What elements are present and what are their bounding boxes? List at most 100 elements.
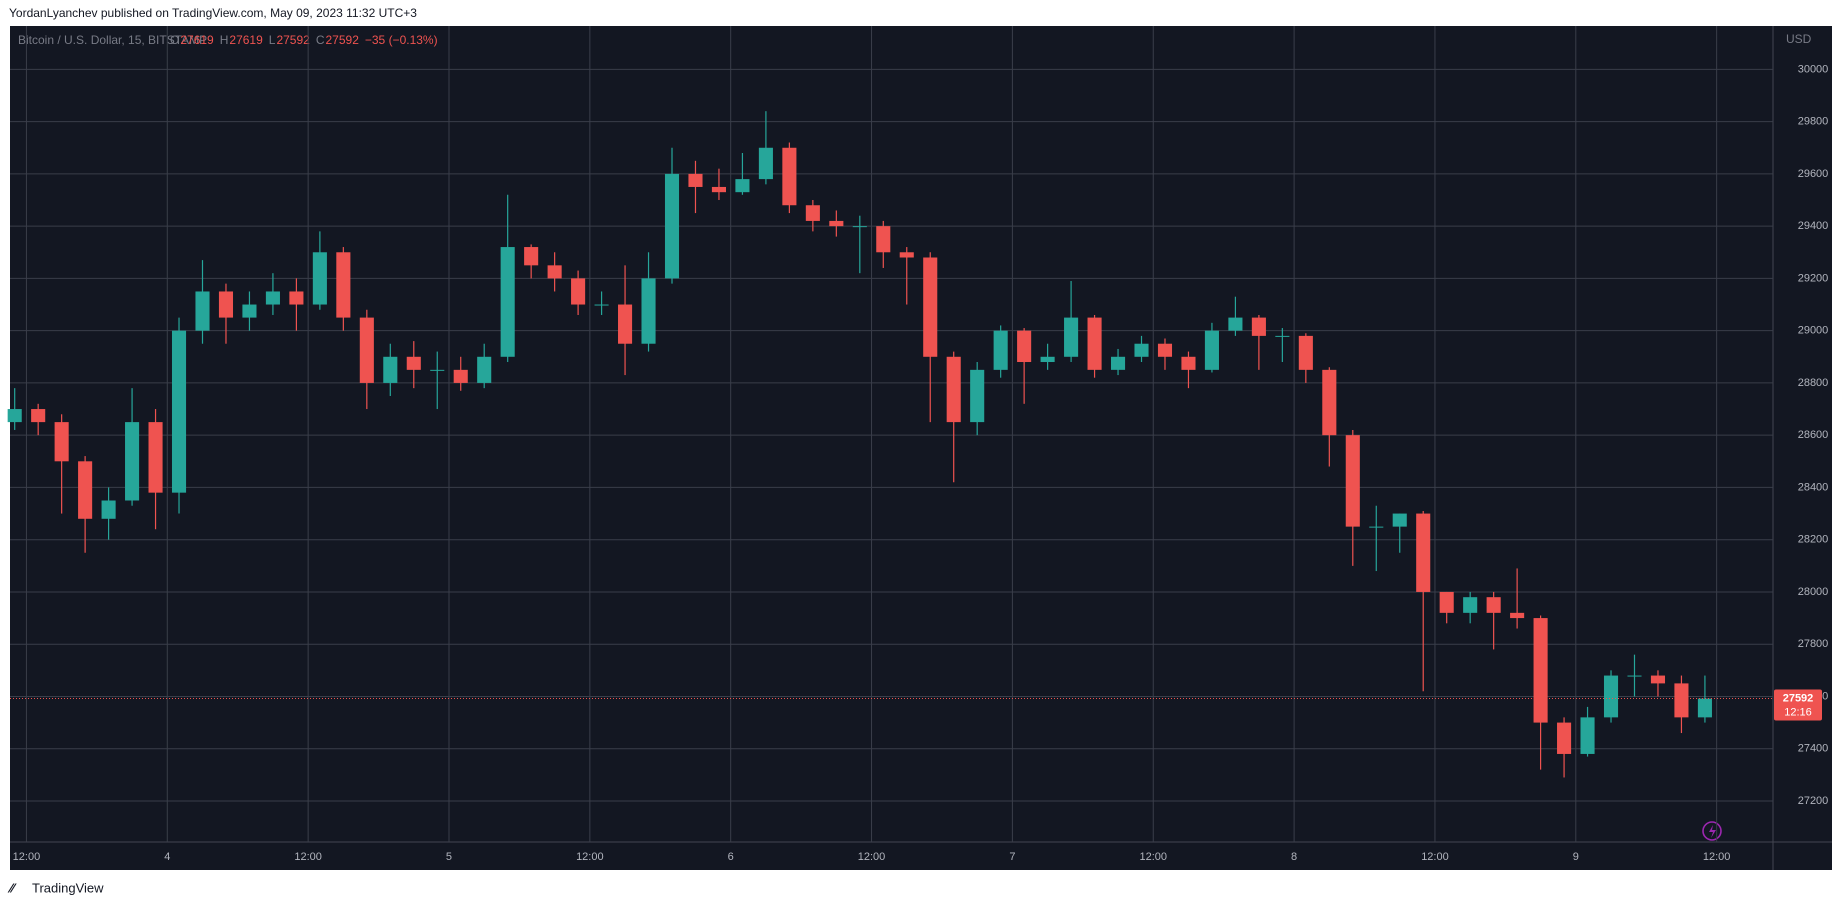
candle-body <box>430 369 445 371</box>
candle-body <box>242 304 257 318</box>
candle-body <box>1275 335 1290 337</box>
candle-body <box>688 173 703 187</box>
candle-body <box>664 173 680 279</box>
legend-value: 27619 <box>229 33 263 47</box>
candle-body <box>1110 356 1126 370</box>
candle-body <box>970 369 985 423</box>
x-tick-label: 7 <box>1009 851 1015 863</box>
candle-body <box>383 356 398 383</box>
candle-body <box>1228 317 1243 331</box>
x-tick-label: 12:00 <box>858 851 886 863</box>
candle-body <box>7 409 22 423</box>
y-tick-label: 28600 <box>1798 429 1829 441</box>
y-tick-label: 28400 <box>1798 481 1829 493</box>
candle-body <box>289 291 304 305</box>
candle-body <box>265 291 280 305</box>
candle-body <box>1650 675 1666 684</box>
candle-body <box>1463 597 1478 613</box>
x-tick-label: 12:00 <box>1703 851 1731 863</box>
legend-key: C <box>316 33 325 47</box>
candle-body <box>852 226 867 228</box>
y-tick-label: 27800 <box>1798 638 1829 650</box>
legend-key: O <box>170 33 179 47</box>
candle-body <box>1369 526 1384 528</box>
x-tick-label: 12:00 <box>576 851 604 863</box>
candle-body <box>101 500 116 519</box>
candle-body <box>1416 513 1431 592</box>
candle-body <box>711 186 726 193</box>
candle-body <box>171 330 187 493</box>
candle-body <box>923 257 938 357</box>
candle-body <box>1533 618 1548 723</box>
x-tick-label: 5 <box>446 851 452 863</box>
x-tick-label: 12:00 <box>294 851 322 863</box>
y-tick-label: 27400 <box>1798 743 1829 755</box>
candle-body <box>805 205 820 221</box>
candle-body <box>1510 612 1525 619</box>
y-tick-label: 27200 <box>1798 795 1829 807</box>
last-price-label: 27592 <box>1783 692 1814 704</box>
currency-label: USD <box>1786 32 1812 46</box>
candle-body <box>453 369 468 383</box>
candle-body <box>1157 343 1173 357</box>
candle-body <box>899 252 914 258</box>
candle-body <box>782 147 797 206</box>
x-tick-label: 12:00 <box>1139 851 1167 863</box>
candle-body <box>618 304 633 344</box>
alert-icon[interactable] <box>1702 821 1722 841</box>
candle-body <box>993 330 1008 370</box>
ohlc-legend: O 27619 H 27619 L 27592 C 27592 −35 (−0.13%) <box>170 33 438 47</box>
symbol-label: Bitcoin / U.S. Dollar, 15, BITSTAMP <box>18 33 207 47</box>
legend-value: 27619 <box>180 33 214 47</box>
candle-body <box>594 304 609 306</box>
y-tick-label: 29800 <box>1798 116 1829 128</box>
x-tick-label: 12:00 <box>13 851 41 863</box>
candle-body <box>218 291 234 318</box>
candle-body <box>1040 356 1055 363</box>
candle-body <box>1298 335 1313 370</box>
candle-body <box>195 291 210 331</box>
candle-body <box>125 422 140 501</box>
candle-body <box>500 247 515 357</box>
candle-body <box>1439 591 1454 613</box>
last-price-tag <box>1774 689 1822 721</box>
legend-change: −35 (−0.13%) <box>365 33 438 47</box>
candle-body <box>829 220 844 227</box>
alert-icon-bolt <box>1709 825 1716 838</box>
candle-body <box>1486 597 1501 613</box>
legend-value: 27592 <box>326 33 360 47</box>
candle-body <box>1627 675 1642 677</box>
candle-body <box>571 278 586 305</box>
legend-key: L <box>269 33 276 47</box>
candle-body <box>758 147 773 180</box>
candle-body <box>148 422 163 493</box>
published-note: YordanLyanchev published on TradingView.… <box>9 6 417 20</box>
candle-body <box>31 409 46 423</box>
x-tick-label: 9 <box>1573 851 1579 863</box>
x-tick-label: 4 <box>164 851 170 863</box>
x-tick-label: 8 <box>1291 851 1297 863</box>
candle-body <box>1392 513 1407 527</box>
candle-body <box>735 179 750 193</box>
y-tick-label: 28000 <box>1798 586 1829 598</box>
x-tick-label: 6 <box>728 851 734 863</box>
candle-body <box>1134 343 1149 357</box>
brand-name: TradingView <box>32 880 104 895</box>
y-tick-label: 29200 <box>1798 272 1829 284</box>
x-tick-label: 12:00 <box>1421 851 1449 863</box>
y-tick-label: 29000 <box>1798 325 1829 337</box>
candle-body <box>477 356 492 383</box>
legend-key: H <box>220 33 229 47</box>
candle-body <box>312 252 327 305</box>
candle-body <box>1204 330 1219 370</box>
candle-body <box>1557 722 1572 754</box>
candle-body <box>946 356 961 423</box>
candle-body <box>1697 698 1712 718</box>
candle-body <box>1087 317 1102 370</box>
candle-body <box>336 252 351 318</box>
candle-body <box>1345 435 1360 527</box>
candle-body <box>1322 369 1337 436</box>
countdown-label: 12:16 <box>1784 706 1812 718</box>
